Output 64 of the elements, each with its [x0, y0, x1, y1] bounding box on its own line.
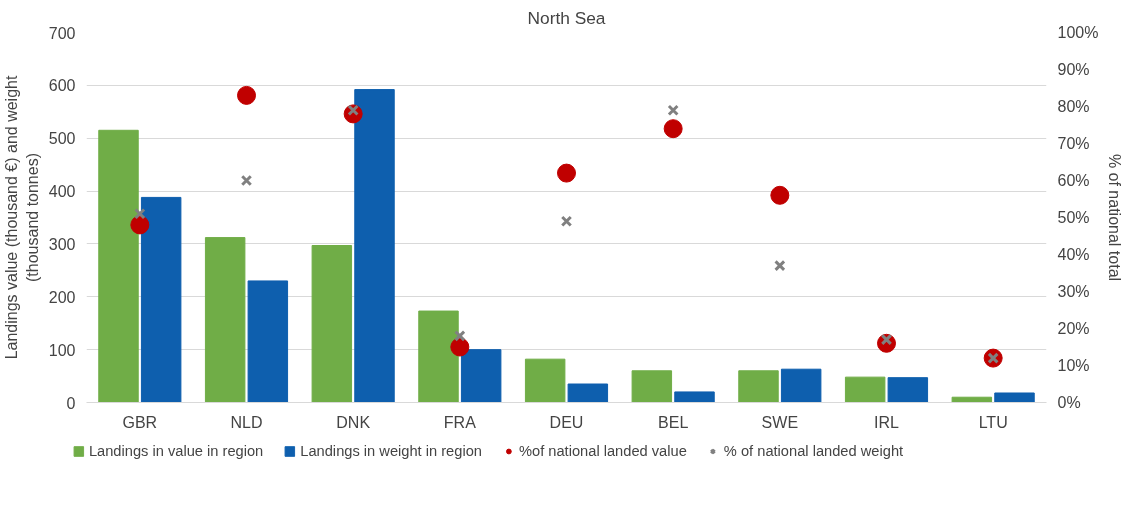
bar: [844, 376, 886, 403]
y-tick-label: 200: [48, 288, 76, 306]
bar: [780, 368, 822, 403]
y-tick-label: 400: [48, 183, 76, 201]
y2-tick-label: 100%: [1057, 24, 1099, 41]
legend-label: Landings in value in region: [88, 443, 264, 459]
x-tick-label: SWE: [761, 413, 799, 431]
point: [667, 104, 679, 116]
bar: [418, 310, 459, 403]
bar: [140, 196, 182, 403]
point: [134, 208, 146, 220]
x-tick-label: GBR: [122, 413, 158, 431]
point: [450, 337, 470, 357]
point: [557, 163, 576, 183]
bar: [524, 358, 566, 403]
y-tick-label: 700: [48, 24, 76, 42]
bar: [567, 383, 609, 403]
point: [237, 85, 256, 105]
y-tick-label: 0: [66, 394, 76, 412]
x-tick-label: FRA: [443, 413, 477, 431]
bar: [247, 280, 289, 403]
y-axis-title: Landings value (thousand €) and weight (thousand tonnes): [3, 75, 41, 360]
point: [454, 330, 466, 342]
y2-tick-label: 80%: [1057, 98, 1090, 115]
y-tick-label: 600: [48, 77, 76, 95]
y2-tick-label: 70%: [1057, 135, 1090, 152]
y2-tick-label: 90%: [1057, 61, 1090, 78]
x-tick-label: IRL: [874, 413, 900, 431]
bar: [994, 392, 1035, 403]
y2-axis-title: % of national total: [1106, 153, 1124, 282]
point: [770, 185, 790, 205]
y2-tick-label: 50%: [1057, 209, 1090, 226]
bar: [98, 129, 139, 403]
y2-tick-label: 60%: [1057, 172, 1090, 189]
x-tick-label: LTU: [978, 413, 1008, 431]
point: [130, 215, 150, 235]
point: [774, 259, 786, 272]
bar: [674, 391, 715, 403]
bar: [460, 349, 502, 403]
bar: [204, 237, 246, 403]
x-tick-label: DEU: [549, 413, 584, 431]
y-tick-label: 100: [48, 341, 76, 359]
bar: [311, 245, 353, 403]
legend-label: %of national landed value: [518, 443, 687, 459]
y2-tick-label: 10%: [1057, 357, 1090, 374]
point: [663, 119, 683, 139]
x-tick-label: BEL: [658, 413, 689, 431]
bar: [631, 370, 673, 403]
chart-title: North Sea: [527, 7, 606, 28]
y2-tick-label: 40%: [1057, 246, 1090, 263]
y2-tick-label: 30%: [1057, 283, 1090, 300]
bar: [738, 370, 779, 403]
legend-label: Landings in weight in region: [300, 443, 482, 459]
bar: [354, 89, 395, 403]
y-tick-label: 300: [48, 235, 76, 253]
y2-tick-label: 0%: [1057, 394, 1081, 411]
bar: [887, 377, 929, 403]
point: [560, 215, 573, 227]
legend-label: % of national landed weight: [723, 443, 904, 459]
x-tick-label: DNK: [336, 413, 371, 431]
point: [240, 174, 253, 187]
x-tick-label: NLD: [230, 413, 263, 431]
y2-tick-label: 20%: [1057, 320, 1090, 337]
y-tick-label: 500: [48, 130, 76, 148]
